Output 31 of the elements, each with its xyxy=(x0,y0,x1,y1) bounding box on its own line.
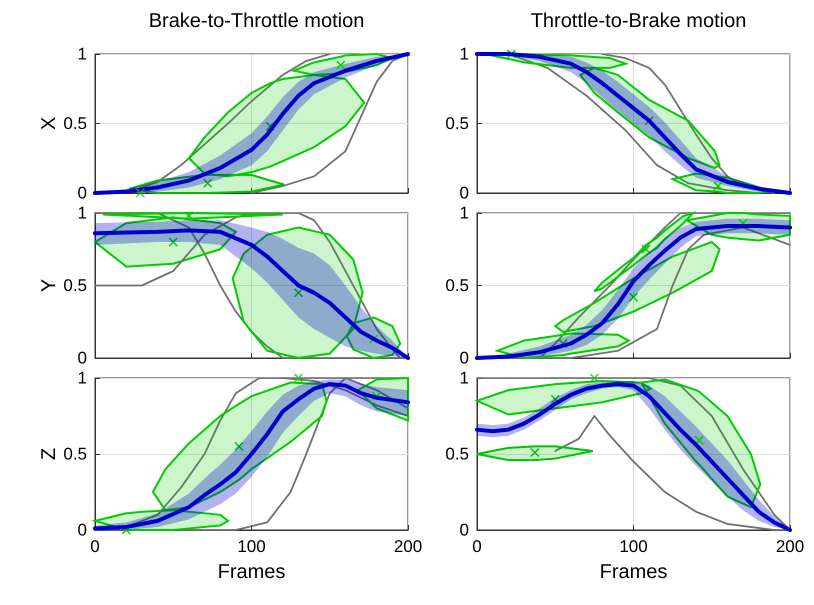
y-tick-label: 1 xyxy=(460,368,469,388)
y-tick-label: 0.5 xyxy=(445,444,469,464)
x-axis-title: Frames xyxy=(218,561,286,583)
y-tick-label: 0 xyxy=(78,520,87,540)
y-tick-label: 0.5 xyxy=(63,114,87,133)
y-axis-title: Y xyxy=(38,278,60,292)
x-tick-label: 100 xyxy=(237,537,266,556)
x-tick-label: 0 xyxy=(472,537,482,556)
y-tick-label: 1 xyxy=(78,204,87,222)
y-tick-label: 1 xyxy=(78,368,87,388)
y-tick-label: 0.5 xyxy=(445,276,469,295)
y-tick-label: 0 xyxy=(78,348,87,368)
y-tick-label: 0.5 xyxy=(63,276,87,295)
y-tick-label: 0.5 xyxy=(63,444,87,464)
y-axis-title: X xyxy=(38,116,60,130)
chart-title: Throttle-to-Brake motion xyxy=(530,10,746,32)
x-tick-label: 200 xyxy=(394,537,422,556)
x-tick-label: 100 xyxy=(619,537,648,556)
x-axis-title: Frames xyxy=(600,561,668,583)
y-tick-label: 0 xyxy=(460,348,469,368)
x-tick-label: 0 xyxy=(90,537,100,556)
y-tick-label: 0 xyxy=(460,520,469,540)
x-tick-label: 200 xyxy=(776,537,804,556)
chart-title: Brake-to-Throttle motion xyxy=(148,10,364,32)
y-tick-label: 0 xyxy=(78,184,87,202)
y-axis-title: Z xyxy=(38,448,60,460)
y-tick-label: 1 xyxy=(460,204,469,222)
y-tick-label: 0.5 xyxy=(445,114,469,133)
y-tick-label: 1 xyxy=(460,44,469,64)
y-tick-label: 1 xyxy=(78,44,87,64)
y-tick-label: 0 xyxy=(460,184,469,202)
